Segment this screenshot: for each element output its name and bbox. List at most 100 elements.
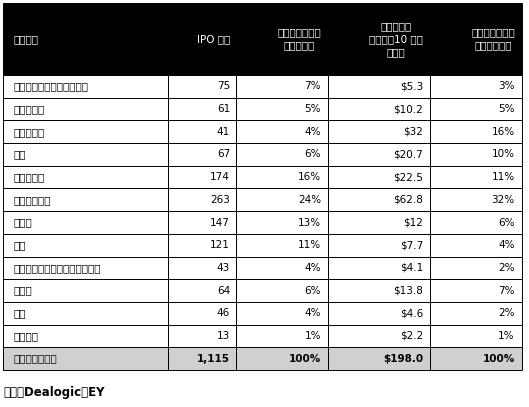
Bar bbox=[328, 234, 430, 256]
Bar bbox=[3, 325, 168, 347]
Bar bbox=[430, 325, 522, 347]
Text: 16%: 16% bbox=[491, 127, 515, 137]
Bar bbox=[236, 98, 328, 120]
Bar bbox=[328, 120, 430, 143]
Bar bbox=[236, 279, 328, 302]
Bar bbox=[3, 3, 168, 75]
Text: 5%: 5% bbox=[498, 104, 515, 114]
Text: 64: 64 bbox=[217, 286, 230, 295]
Bar bbox=[236, 188, 328, 211]
Text: 小売: 小売 bbox=[13, 308, 25, 318]
Text: 10%: 10% bbox=[492, 149, 515, 160]
Bar bbox=[168, 143, 236, 166]
Text: 6%: 6% bbox=[304, 286, 321, 295]
Text: 6%: 6% bbox=[498, 217, 515, 228]
Text: 11%: 11% bbox=[491, 172, 515, 182]
Text: 11%: 11% bbox=[298, 240, 321, 250]
Bar bbox=[3, 98, 168, 120]
Text: $22.5: $22.5 bbox=[393, 172, 423, 182]
Bar bbox=[3, 347, 168, 370]
Text: エネルギー: エネルギー bbox=[13, 127, 44, 137]
Text: 全世界の件数に
占める割合: 全世界の件数に 占める割合 bbox=[277, 27, 321, 50]
Bar bbox=[236, 211, 328, 234]
Text: $198.0: $198.0 bbox=[383, 354, 423, 363]
Text: $10.2: $10.2 bbox=[393, 104, 423, 114]
Text: 46: 46 bbox=[217, 308, 230, 318]
Bar bbox=[3, 234, 168, 256]
Bar bbox=[430, 188, 522, 211]
Text: 4%: 4% bbox=[498, 240, 515, 250]
Text: 100%: 100% bbox=[289, 354, 321, 363]
Text: 100%: 100% bbox=[482, 354, 515, 363]
Bar bbox=[3, 256, 168, 279]
Bar bbox=[3, 211, 168, 234]
Bar bbox=[236, 3, 328, 75]
Bar bbox=[168, 347, 236, 370]
Text: $5.3: $5.3 bbox=[400, 81, 423, 91]
Text: 6%: 6% bbox=[304, 149, 321, 160]
Text: $7.7: $7.7 bbox=[400, 240, 423, 250]
Bar bbox=[168, 211, 236, 234]
Bar bbox=[236, 166, 328, 188]
Bar bbox=[430, 166, 522, 188]
Bar bbox=[3, 302, 168, 325]
Text: $13.8: $13.8 bbox=[393, 286, 423, 295]
Bar bbox=[236, 347, 328, 370]
Bar bbox=[328, 98, 430, 120]
Bar bbox=[168, 120, 236, 143]
Text: 13%: 13% bbox=[298, 217, 321, 228]
Bar bbox=[328, 302, 430, 325]
Bar bbox=[236, 256, 328, 279]
Text: テクノロジー: テクノロジー bbox=[13, 195, 50, 205]
Text: グローバル合計: グローバル合計 bbox=[13, 354, 57, 363]
Text: 121: 121 bbox=[211, 240, 230, 250]
Text: 出展：Dealogic、EY: 出展：Dealogic、EY bbox=[3, 386, 105, 399]
Bar bbox=[430, 143, 522, 166]
Text: 61: 61 bbox=[217, 104, 230, 114]
Text: 1%: 1% bbox=[304, 331, 321, 341]
Text: 全世界の調達額
に占める割合: 全世界の調達額 に占める割合 bbox=[471, 27, 515, 50]
Text: 4%: 4% bbox=[304, 308, 321, 318]
Bar bbox=[328, 166, 430, 188]
Bar bbox=[236, 75, 328, 98]
Text: 32%: 32% bbox=[491, 195, 515, 205]
Bar bbox=[168, 188, 236, 211]
Bar bbox=[328, 279, 430, 302]
Text: 製造業: 製造業 bbox=[13, 217, 32, 228]
Text: IPO 件数: IPO 件数 bbox=[197, 34, 230, 44]
Text: 情報通信: 情報通信 bbox=[13, 331, 38, 341]
Text: 75: 75 bbox=[217, 81, 230, 91]
Bar bbox=[328, 256, 430, 279]
Text: 67: 67 bbox=[217, 149, 230, 160]
Text: $32: $32 bbox=[403, 127, 423, 137]
Bar bbox=[236, 234, 328, 256]
Text: 5%: 5% bbox=[304, 104, 321, 114]
Bar bbox=[3, 188, 168, 211]
Text: $12: $12 bbox=[403, 217, 423, 228]
Text: 43: 43 bbox=[217, 263, 230, 273]
Text: $62.8: $62.8 bbox=[393, 195, 423, 205]
Text: 16%: 16% bbox=[298, 172, 321, 182]
Text: 13: 13 bbox=[217, 331, 230, 341]
Text: 7%: 7% bbox=[304, 81, 321, 91]
Bar bbox=[328, 143, 430, 166]
Text: 消費者製品およびサービス: 消費者製品およびサービス bbox=[13, 81, 88, 91]
Bar bbox=[168, 3, 236, 75]
Bar bbox=[430, 347, 522, 370]
Bar bbox=[168, 234, 236, 256]
Text: 資金調達額
（単位：10 億米
ドル）: 資金調達額 （単位：10 億米 ドル） bbox=[369, 21, 423, 57]
Text: 素材: 素材 bbox=[13, 240, 25, 250]
Bar bbox=[3, 120, 168, 143]
Text: 7%: 7% bbox=[498, 286, 515, 295]
Bar bbox=[430, 234, 522, 256]
Text: $2.2: $2.2 bbox=[400, 331, 423, 341]
Text: 174: 174 bbox=[211, 172, 230, 182]
Text: 1,115: 1,115 bbox=[197, 354, 230, 363]
Text: 4%: 4% bbox=[304, 127, 321, 137]
Bar bbox=[236, 325, 328, 347]
Bar bbox=[328, 211, 430, 234]
Bar bbox=[328, 3, 430, 75]
Bar bbox=[430, 302, 522, 325]
Text: メディア・エンターテイメント: メディア・エンターテイメント bbox=[13, 263, 101, 273]
Text: 41: 41 bbox=[217, 127, 230, 137]
